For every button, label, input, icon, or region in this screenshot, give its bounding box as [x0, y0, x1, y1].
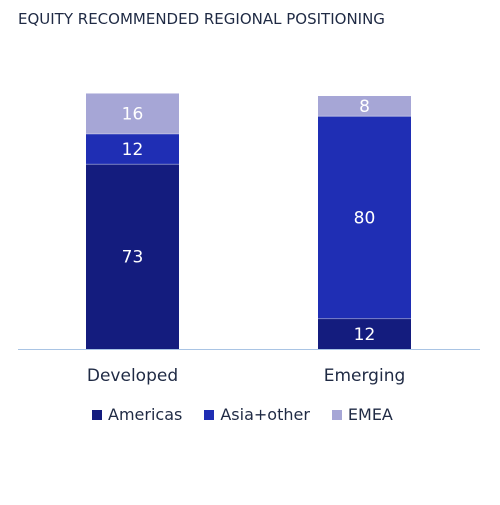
legend-swatch [204, 409, 215, 420]
category-label-developed: Developed [87, 366, 178, 386]
data-label: 73 [122, 248, 144, 268]
bar-developed-emea [86, 93, 179, 134]
bar-developed-asia-other [86, 133, 179, 165]
category-label-emerging: Emerging [324, 366, 406, 386]
bar-emerging-emea [318, 96, 411, 117]
data-label: 8 [359, 97, 370, 117]
legend-label: Asia+other [220, 405, 310, 424]
data-label: 16 [122, 105, 144, 125]
legend-swatch [331, 409, 342, 420]
legend-swatch [92, 409, 102, 420]
data-label: 12 [354, 325, 376, 345]
chart-legend: Americas Asia+other EMEA [92, 405, 415, 424]
legend-item-americas: Americas [92, 405, 182, 424]
data-label: 80 [354, 208, 376, 228]
bar-developed-americas [86, 164, 179, 349]
chart-title: EQUITY RECOMMENDED REGIONAL POSITIONING [18, 10, 385, 28]
legend-label: Americas [108, 405, 183, 424]
legend-label: EMEA [347, 405, 393, 424]
bar-emerging-americas [318, 318, 411, 349]
legend-item-emea: EMEA [331, 405, 393, 424]
legend-item-asia-other: Asia+other [204, 405, 310, 424]
data-label: 12 [122, 140, 144, 160]
bar-emerging-asia-other [318, 116, 411, 319]
